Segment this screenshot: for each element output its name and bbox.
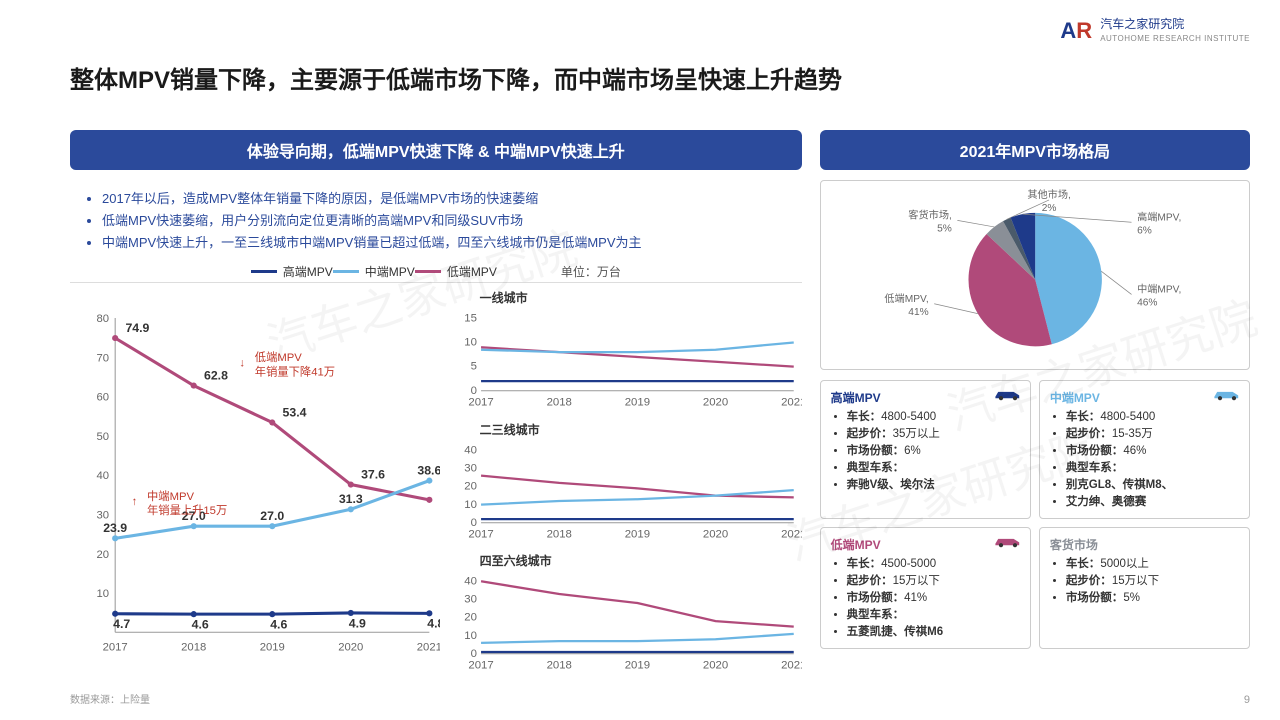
svg-text:20: 20 [464,612,477,624]
svg-text:10: 10 [464,630,477,642]
svg-text:2019: 2019 [624,660,649,672]
svg-text:46%: 46% [1137,298,1157,309]
svg-text:5%: 5% [937,223,952,234]
svg-text:6%: 6% [1137,225,1152,236]
bullet-item: 中端MPV快速上升，一至三线城市中端MPV销量已超过低端，四至六线城市仍是低端M… [102,232,788,254]
segment-box: 低端MPV车长：4500-5000起步价：15万以下市场份额：41%典型车系：五… [820,527,1031,649]
legend-item: 中端MPV [333,263,415,280]
svg-text:70: 70 [96,353,109,365]
small-chart: 一线城市05101520172018201920202021 [450,289,802,417]
svg-text:40: 40 [464,444,477,456]
svg-text:2018: 2018 [546,397,571,409]
svg-text:30: 30 [464,462,477,474]
segment-box: 中端MPV车长：4800-5400起步价：15-35万市场份额：46%典型车系：… [1039,380,1250,519]
svg-text:0: 0 [470,385,476,397]
bullet-list: 2017年以后，造成MPV整体年销量下降的原因，是低端MPV市场的快速萎缩低端M… [70,180,802,260]
svg-text:38.6: 38.6 [417,464,439,478]
svg-text:53.4: 53.4 [283,406,307,420]
svg-text:高端MPV,: 高端MPV, [1137,210,1181,223]
svg-text:41%: 41% [908,307,928,318]
logo-text: 汽车之家研究院AUTOHOME RESEARCH INSTITUTE [1100,18,1250,44]
svg-text:4.8: 4.8 [427,617,439,631]
segment-box: 客货市场车长：5000以上起步价：15万以下市场份额：5% [1039,527,1250,649]
svg-text:其他市场,: 其他市场, [1027,188,1071,201]
svg-text:2017: 2017 [468,660,493,672]
svg-text:年销量上升15万: 年销量上升15万 [147,503,227,517]
svg-text:50: 50 [96,431,109,443]
svg-text:4.9: 4.9 [349,617,366,631]
page-number: 9 [1244,694,1250,706]
logo-mark: AR [1060,18,1092,44]
svg-text:2021: 2021 [781,528,802,540]
svg-text:中端MPV,: 中端MPV, [1137,283,1181,296]
svg-text:2017: 2017 [103,642,128,654]
unit-label: 单位：万台 [561,263,621,280]
svg-text:5: 5 [470,361,476,373]
svg-text:2020: 2020 [703,528,728,540]
svg-text:31.3: 31.3 [339,492,363,506]
svg-text:0: 0 [470,517,476,529]
svg-text:2020: 2020 [703,660,728,672]
svg-text:2019: 2019 [260,642,285,654]
svg-text:↑: ↑ [132,496,138,508]
svg-text:低端MPV,: 低端MPV, [884,292,928,305]
svg-text:客货市场,: 客货市场, [908,208,952,221]
svg-text:2021: 2021 [417,642,440,654]
legend-item: 低端MPV [415,263,497,280]
small-chart: 二三线城市01020304020172018201920202021 [450,421,802,549]
svg-text:2018: 2018 [546,660,571,672]
svg-text:10: 10 [464,337,477,349]
svg-text:74.9: 74.9 [125,321,149,335]
source-note: 数据来源：上险量 [70,691,150,706]
svg-text:27.0: 27.0 [260,509,284,523]
svg-text:10: 10 [464,499,477,511]
svg-text:80: 80 [96,313,109,325]
svg-text:20: 20 [464,481,477,493]
svg-text:↓: ↓ [239,358,245,370]
svg-text:中端MPV: 中端MPV [147,490,194,503]
svg-text:2017: 2017 [468,528,493,540]
svg-text:低端MPV: 低端MPV [255,351,302,364]
segment-box: 高端MPV车长：4800-5400起步价：35万以上市场份额：6%典型车系：奔驰… [820,380,1031,519]
page-title: 整体MPV销量下降，主要源于低端市场下降，而中端市场呈快速上升趋势 [70,60,842,95]
svg-text:年销量下降41万: 年销量下降41万 [255,365,335,379]
svg-text:2019: 2019 [624,528,649,540]
small-chart: 四至六线城市01020304020172018201920202021 [450,552,802,680]
svg-text:4.7: 4.7 [113,617,130,631]
left-banner: 体验导向期，低端MPV快速下降 & 中端MPV快速上升 [70,130,802,170]
svg-text:0: 0 [470,648,476,660]
svg-text:62.8: 62.8 [204,369,228,383]
svg-text:20: 20 [96,549,109,561]
svg-text:2017: 2017 [468,397,493,409]
main-chart: 10 20 30 40 50 60 70 80 2017 2018 2019 2020 2021 74.9… [70,289,440,680]
svg-text:2019: 2019 [624,397,649,409]
svg-text:2%: 2% [1041,203,1056,214]
svg-text:2018: 2018 [181,642,206,654]
svg-text:2020: 2020 [338,642,363,654]
pie-chart: 中端MPV, 46% 低端MPV, 41% 客货市场, 5% 其他市场, 2% 高端MPV, 6% [820,180,1250,370]
svg-text:60: 60 [96,392,109,404]
svg-text:40: 40 [96,471,109,483]
svg-text:2021: 2021 [781,660,802,672]
legend-item: 高端MPV [251,263,333,280]
svg-text:4.6: 4.6 [192,618,209,632]
svg-text:23.9: 23.9 [103,521,127,535]
right-banner: 2021年MPV市场格局 [820,130,1250,170]
svg-text:37.6: 37.6 [361,468,385,482]
svg-text:2020: 2020 [703,397,728,409]
svg-text:40: 40 [464,576,477,588]
legend: 高端MPV中端MPV低端MPV 单位：万台 [70,262,802,280]
bullet-item: 低端MPV快速萎缩，用户分别流向定位更清晰的高端MPV和同级SUV市场 [102,210,788,232]
svg-text:10: 10 [96,588,109,600]
segment-grid: 高端MPV车长：4800-5400起步价：35万以上市场份额：6%典型车系：奔驰… [820,380,1250,649]
svg-text:15: 15 [464,313,477,325]
svg-text:4.6: 4.6 [270,618,287,632]
svg-text:30: 30 [96,510,109,522]
svg-text:2021: 2021 [781,397,802,409]
bullet-item: 2017年以后，造成MPV整体年销量下降的原因，是低端MPV市场的快速萎缩 [102,188,788,210]
logo: AR 汽车之家研究院AUTOHOME RESEARCH INSTITUTE [1060,18,1250,44]
svg-text:30: 30 [464,594,477,606]
svg-text:2018: 2018 [546,528,571,540]
